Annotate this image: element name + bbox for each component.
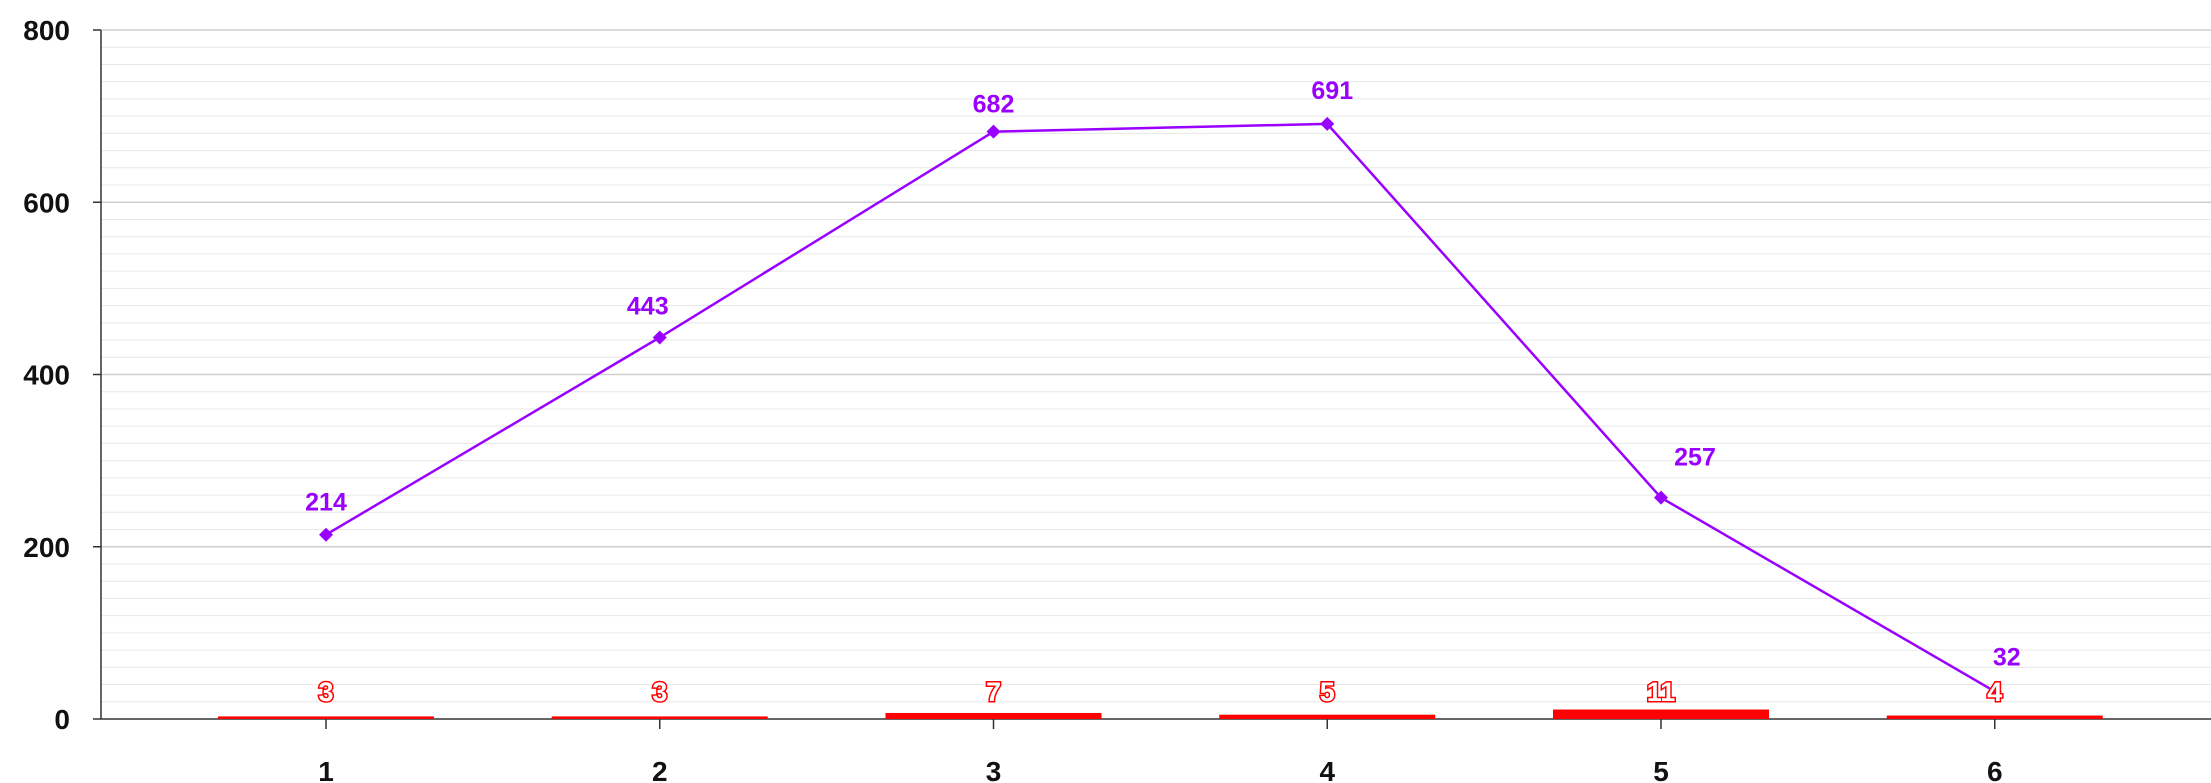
bar-series xyxy=(218,709,2103,719)
series-line xyxy=(325,122,1996,693)
y-tick-label: 600 xyxy=(23,187,70,218)
bar xyxy=(551,716,768,719)
bar xyxy=(218,716,434,719)
bar-data-label: 11 xyxy=(1647,677,1676,707)
line-data-label: 214 xyxy=(305,489,347,517)
x-tick-label: 2 xyxy=(652,756,668,783)
line-data-label: 682 xyxy=(973,91,1015,119)
grid-lines xyxy=(101,29,2211,703)
x-tick-label: 3 xyxy=(986,756,1002,783)
bar-data-label: 3 xyxy=(652,677,667,707)
bar xyxy=(1553,709,1769,719)
bar-data-label: 4 xyxy=(1987,677,2002,707)
bar xyxy=(1219,714,1436,719)
line-series xyxy=(319,116,2002,699)
data-labels: 214 443 682 691 257 32 3 3 7 5 11 4 xyxy=(305,77,2021,709)
line-data-label: 443 xyxy=(627,292,669,320)
line-point-marker xyxy=(1654,490,1668,505)
line-point-marker xyxy=(319,527,333,542)
line-point-marker xyxy=(986,124,1001,139)
x-tick-label: 4 xyxy=(1319,756,1335,783)
bar-data-label: 3 xyxy=(318,677,333,707)
axes: 0 200 400 600 800 1 2 3 4 5 6 xyxy=(23,15,2211,783)
line-data-label: 691 xyxy=(1311,77,1353,105)
line-data-label: 32 xyxy=(1993,643,2021,671)
x-tick-label: 6 xyxy=(1987,756,2003,783)
line-data-label: 257 xyxy=(1674,444,1716,472)
y-tick-label: 400 xyxy=(23,360,70,391)
line-point-marker xyxy=(1320,116,1335,131)
y-tick-label: 200 xyxy=(23,532,70,563)
y-tick-label: 800 xyxy=(23,15,70,46)
bar xyxy=(1886,715,2103,719)
bar-data-label: 5 xyxy=(1320,677,1335,707)
bar xyxy=(885,712,1102,719)
y-tick-label: 0 xyxy=(54,704,70,735)
x-tick-label: 1 xyxy=(318,756,334,783)
x-tick-label: 5 xyxy=(1653,756,1669,783)
bar-data-label: 7 xyxy=(986,677,1001,707)
line-point-marker xyxy=(652,330,667,345)
line-point-marker xyxy=(1987,684,2002,699)
